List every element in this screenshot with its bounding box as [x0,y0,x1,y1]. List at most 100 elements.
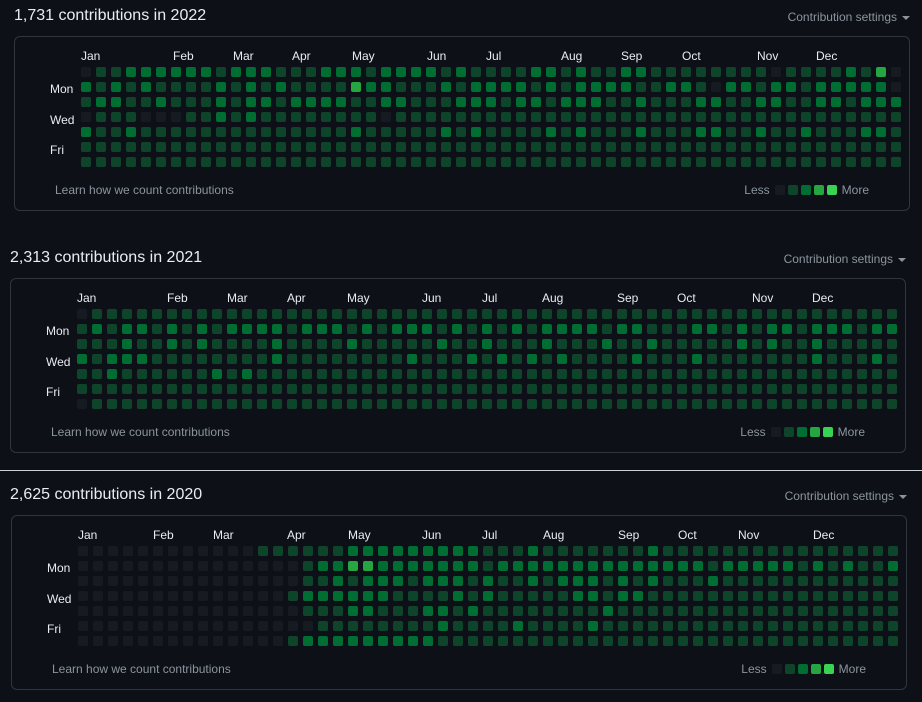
contribution-day[interactable] [321,97,331,107]
contribution-day[interactable] [227,399,237,409]
contribution-day[interactable] [557,369,567,379]
contribution-day[interactable] [482,354,492,364]
contribution-day[interactable] [407,309,417,319]
contribution-day[interactable] [392,369,402,379]
contribution-day[interactable] [591,127,601,137]
contribution-day[interactable] [678,576,688,586]
contribution-day[interactable] [167,354,177,364]
contribution-day[interactable] [497,309,507,319]
contribution-day[interactable] [666,67,676,77]
contribution-day[interactable] [527,384,537,394]
contribution-day[interactable] [468,591,478,601]
contribution-day[interactable] [468,636,478,646]
contribution-day[interactable] [692,399,702,409]
contribution-day[interactable] [648,561,658,571]
contribution-day[interactable] [873,576,883,586]
contribution-day[interactable] [753,621,763,631]
contribution-day[interactable] [92,369,102,379]
contribution-day[interactable] [381,157,391,167]
contribution-day[interactable] [767,309,777,319]
contribution-day[interactable] [107,399,117,409]
contribution-day[interactable] [111,97,121,107]
contribution-day[interactable] [291,82,301,92]
contribution-day[interactable] [452,309,462,319]
contribution-day[interactable] [636,112,646,122]
contribution-day[interactable] [197,354,207,364]
contribution-day[interactable] [797,339,807,349]
contribution-day[interactable] [141,112,151,122]
contribution-day[interactable] [198,576,208,586]
contribution-day[interactable] [141,67,151,77]
contribution-day[interactable] [242,384,252,394]
contribution-day[interactable] [723,636,733,646]
contribution-day[interactable] [426,67,436,77]
contribution-day[interactable] [153,561,163,571]
contribution-day[interactable] [138,591,148,601]
contribution-day[interactable] [197,369,207,379]
contribution-day[interactable] [872,399,882,409]
contribution-day[interactable] [573,606,583,616]
contribution-day[interactable] [438,546,448,556]
contribution-day[interactable] [137,339,147,349]
contribution-day[interactable] [783,621,793,631]
contribution-day[interactable] [648,546,658,556]
contribution-day[interactable] [93,606,103,616]
contribution-day[interactable] [377,384,387,394]
contribution-day[interactable] [846,157,856,167]
contribution-day[interactable] [576,157,586,167]
contribution-day[interactable] [738,606,748,616]
contribution-day[interactable] [111,157,121,167]
contribution-day[interactable] [677,324,687,334]
contribution-day[interactable] [888,621,898,631]
contribution-day[interactable] [561,157,571,167]
contribution-day[interactable] [408,561,418,571]
contribution-day[interactable] [486,82,496,92]
contribution-day[interactable] [561,112,571,122]
contribution-day[interactable] [197,324,207,334]
contribution-day[interactable] [768,621,778,631]
contribution-day[interactable] [546,82,556,92]
contribution-day[interactable] [171,112,181,122]
contribution-day[interactable] [363,576,373,586]
contribution-day[interactable] [827,354,837,364]
contribution-day[interactable] [78,621,88,631]
contribution-day[interactable] [381,82,391,92]
contribution-day[interactable] [437,324,447,334]
contribution-day[interactable] [482,309,492,319]
contribution-day[interactable] [186,112,196,122]
contribution-day[interactable] [873,546,883,556]
contribution-day[interactable] [381,142,391,152]
contribution-day[interactable] [393,621,403,631]
contribution-day[interactable] [516,67,526,77]
contribution-day[interactable] [96,127,106,137]
contribution-day[interactable] [141,157,151,167]
contribution-day[interactable] [647,399,657,409]
contribution-day[interactable] [261,82,271,92]
contribution-day[interactable] [512,354,522,364]
contribution-day[interactable] [126,127,136,137]
contribution-day[interactable] [693,621,703,631]
contribution-day[interactable] [636,127,646,137]
contribution-day[interactable] [438,621,448,631]
contribution-day[interactable] [441,67,451,77]
contribution-day[interactable] [381,67,391,77]
contribution-day[interactable] [96,142,106,152]
contribution-day[interactable] [603,606,613,616]
contribution-day[interactable] [183,621,193,631]
contribution-day[interactable] [456,142,466,152]
contribution-day[interactable] [573,576,583,586]
contribution-day[interactable] [888,636,898,646]
contribution-day[interactable] [753,591,763,601]
contribution-day[interactable] [786,97,796,107]
contribution-day[interactable] [186,97,196,107]
contribution-day[interactable] [227,369,237,379]
contribution-day[interactable] [513,636,523,646]
contribution-day[interactable] [426,157,436,167]
contribution-day[interactable] [273,561,283,571]
contribution-day[interactable] [441,97,451,107]
contribution-day[interactable] [692,309,702,319]
contribution-day[interactable] [576,112,586,122]
contribution-day[interactable] [531,157,541,167]
contribution-day[interactable] [696,82,706,92]
contribution-day[interactable] [711,112,721,122]
